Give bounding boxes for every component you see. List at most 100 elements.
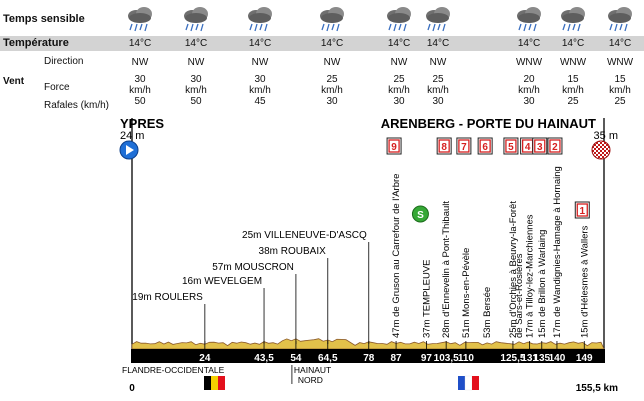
wind-force-unit: km/h: [185, 85, 207, 96]
temperature-value: 14°C: [426, 38, 450, 49]
km-tick-label: 24: [199, 353, 211, 364]
wind-force-value: 30: [254, 74, 266, 85]
finish-flag-icon: [591, 140, 611, 160]
rain-cloud-icon: [426, 7, 450, 32]
wind-force-value: 15: [567, 74, 579, 85]
wind-force-unit: km/h: [249, 85, 271, 96]
km-tick-label: 131: [521, 353, 538, 364]
wind-force-value: 30: [190, 74, 202, 85]
france-flag-icon: [458, 376, 465, 390]
rain-cloud-icon: [248, 7, 272, 32]
wind-force-value: 25: [393, 74, 405, 85]
wind-force-value: 20: [523, 74, 535, 85]
label-temps-sensible: Temps sensible: [3, 13, 85, 25]
start-altitude: 24 m: [120, 130, 144, 142]
wind-direction-value: WNW: [606, 57, 634, 68]
km-tick-label: 87: [391, 353, 403, 364]
cobble-sector-number: 7: [461, 142, 467, 153]
cobble-sector-inner: [479, 139, 491, 153]
wind-force-value: 25: [432, 74, 444, 85]
wind-direction-value: NW: [323, 57, 341, 68]
temperature-value: 14°C: [517, 38, 541, 49]
rain-cloud-icon: [608, 7, 632, 32]
vertical-place-label: 51m Mons-en-Pévèle: [461, 248, 472, 338]
cobble-sector-inner: [505, 139, 517, 153]
sprint-label: S: [417, 210, 424, 221]
place-label: 16m WEVELGEM: [182, 276, 262, 287]
wind-gusts-value: 45: [254, 96, 266, 107]
vertical-place-label: 15m d'Hélesmes à Wallers: [579, 225, 590, 338]
region-label: NORD: [298, 375, 323, 385]
vertical-place-label: 28m d'Ennevelin à Pont-Thibault: [441, 201, 452, 338]
place-label: 57m MOUSCRON: [212, 262, 294, 273]
wind-gusts-value: 30: [393, 96, 405, 107]
wind-direction-value: NW: [187, 57, 205, 68]
place-label: 19m ROULERS: [132, 292, 203, 303]
km-tick-label: 43,5: [254, 353, 274, 364]
finish-altitude: 35 m: [594, 130, 618, 142]
km-tick-label: 103,5: [434, 353, 459, 364]
cobble-sector-number: 3: [537, 142, 543, 153]
wind-direction-value: WNW: [559, 57, 587, 68]
region-label: FLANDRE-OCCIDENTALE: [122, 365, 225, 375]
km-tick-label: 64,5: [318, 353, 338, 364]
rain-cloud-icon: [517, 7, 541, 32]
rain-cloud-icon: [387, 7, 411, 32]
temperature-value: 14°C: [128, 38, 152, 49]
temperature-value: 14°C: [561, 38, 585, 49]
region-label: HAINAUT: [294, 365, 331, 375]
km-tick-label: 140: [549, 353, 566, 364]
cobble-sector-inner: [549, 139, 561, 153]
cobble-sector-inner: [576, 203, 588, 217]
france-flag-icon: [472, 376, 479, 390]
wind-force-value: 25: [326, 74, 338, 85]
finish-town: ARENBERG - PORTE DU HAINAUT: [381, 116, 596, 131]
start-town: YPRES: [120, 116, 164, 131]
temperature-band: [0, 36, 644, 51]
belgium-flag-icon: [211, 376, 218, 390]
label-direction: Direction: [44, 56, 84, 67]
wind-gusts-value: 30: [523, 96, 535, 107]
place-label: 38m ROUBAIX: [259, 246, 327, 257]
km-tick-label: 135: [533, 353, 550, 364]
km-band: [131, 349, 605, 363]
distance-end-label: 155,5 km: [576, 383, 618, 394]
temperature-value: 14°C: [320, 38, 344, 49]
france-flag-icon: [464, 375, 473, 391]
wind-force-unit: km/h: [609, 85, 631, 96]
cobble-sector-inner: [388, 139, 400, 153]
stage-profile-chart: 24 43,5 54 64,5 78 87 97 103,5 110 125,5 131 135 140…: [118, 112, 638, 401]
wind-direction-value: NW: [390, 57, 408, 68]
cobble-sector-inner: [438, 139, 450, 153]
terrain-area: [131, 338, 605, 350]
cobble-sector-number: 9: [391, 142, 397, 153]
start-arrow-icon: [126, 145, 134, 155]
wind-gusts-value: 30: [326, 96, 338, 107]
cobble-sector-number: 2: [552, 142, 558, 153]
label-force: Force: [44, 82, 70, 93]
vertical-place-label: de Sars-et-Rosières: [514, 253, 525, 338]
wind-force-value: 30: [134, 74, 146, 85]
wind-force-unit: km/h: [129, 85, 151, 96]
wind-direction-value: NW: [131, 57, 149, 68]
weather-table: Temps sensible Température Direction Ven…: [0, 0, 644, 112]
profile-svg: 24 43,5 54 64,5 78 87 97 103,5 110 125,5131135140…: [119, 116, 618, 394]
vertical-place-label: 15m de Brillon à Warlaing: [537, 230, 548, 338]
wind-gusts-value: 30: [432, 96, 444, 107]
place-label: 25m VILLENEUVE-D'ASCQ: [242, 230, 367, 241]
wind-direction-value: NW: [251, 57, 269, 68]
vertical-place-label: 17m de Wandignies-Hamage à Hornaing: [552, 166, 563, 338]
km-tick-label: 149: [576, 353, 593, 364]
rain-cloud-icon: [561, 7, 585, 32]
rain-cloud-icon: [320, 7, 344, 32]
rain-cloud-icon: [184, 7, 208, 32]
label-rafales: Rafales (km/h): [44, 100, 110, 111]
km-tick-label: 54: [290, 353, 302, 364]
wind-gusts-value: 25: [614, 96, 626, 107]
wind-gusts-value: 50: [190, 96, 202, 107]
vertical-place-label: 53m Bersée: [482, 287, 493, 338]
km-tick-label: 110: [458, 353, 475, 364]
belgium-flag-icon: [204, 376, 211, 390]
label-vent: Vent: [3, 76, 25, 87]
wind-gusts-value: 25: [567, 96, 579, 107]
